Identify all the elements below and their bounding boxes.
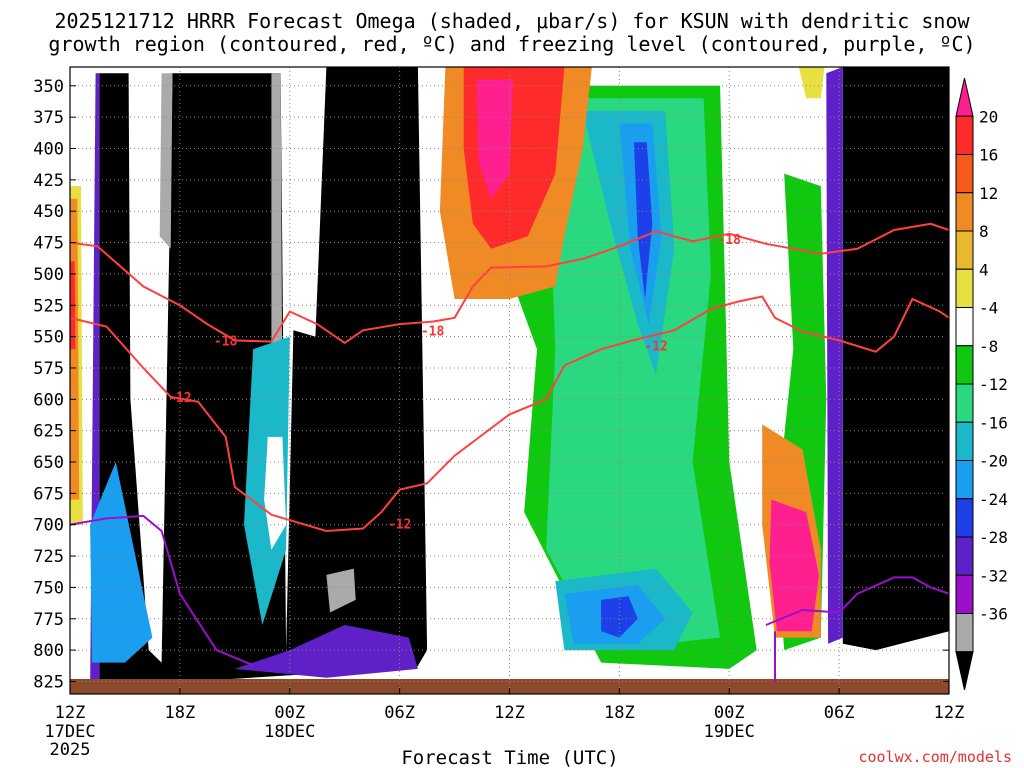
y-tick-label-775: 775 bbox=[33, 610, 64, 630]
colorbar-label-9: -20 bbox=[979, 452, 1008, 471]
freezing-contour-0 bbox=[70, 514, 254, 667]
dgz-contour-1 bbox=[432, 222, 949, 323]
dgz-label-0: -18 bbox=[214, 334, 238, 349]
colorbar-label-0: 20 bbox=[979, 107, 998, 126]
x-tick-label-12: 00Z bbox=[274, 703, 305, 723]
chart-title-line2: growth region (contoured, red, ºC) and f… bbox=[48, 32, 975, 56]
colorbar-swatch-6 bbox=[955, 307, 974, 347]
y-tick-label-475: 475 bbox=[33, 234, 64, 254]
dgz-contour-3 bbox=[70, 295, 949, 533]
x-tick-label-24: 12Z bbox=[494, 703, 525, 723]
x-tick-label-0: 12Z bbox=[55, 703, 86, 723]
plot-area: -18 -18 -18 -12 -12 -12 bbox=[69, 66, 950, 695]
x-date-label-0: 17DEC bbox=[44, 722, 95, 742]
omega-region-pink-right bbox=[769, 499, 819, 632]
chart-title-line1: 2025121712 HRRR Forecast Omega (shaded, … bbox=[54, 9, 970, 33]
y-tick-label-725: 725 bbox=[33, 547, 64, 567]
colorbar-label-4: 4 bbox=[979, 260, 989, 279]
colorbar-label-6: -8 bbox=[979, 337, 998, 356]
omega-region-white-mid-1 bbox=[427, 248, 547, 600]
colorbar: 20 16 12 8 4 -4 -8 -12 -16 -20 -24 -28 -32 -36 bbox=[955, 77, 1008, 691]
x-year-label-0: 2025 bbox=[50, 740, 91, 760]
freezing-contour-1 bbox=[765, 576, 949, 626]
y-tick-label-550: 550 bbox=[33, 328, 64, 348]
y-tick-label-825: 825 bbox=[33, 672, 64, 692]
y-tick-label-425: 425 bbox=[33, 171, 64, 191]
omega-region-gray-2 bbox=[271, 73, 283, 400]
omega-region-gray-3 bbox=[326, 568, 356, 613]
y-tick-label-625: 625 bbox=[33, 422, 64, 442]
colorbar-swatch-15 bbox=[955, 651, 974, 691]
x-date-label-12: 18DEC bbox=[264, 722, 315, 742]
omega-region-black-2 bbox=[842, 67, 949, 651]
colorbar-label-7: -12 bbox=[979, 375, 1008, 394]
dgz-label-1: -18 bbox=[421, 324, 445, 339]
y-tick-label-350: 350 bbox=[33, 77, 64, 97]
colorbar-swatch-11 bbox=[955, 498, 974, 538]
colorbar-swatch-7 bbox=[955, 345, 974, 385]
y-tick-label-700: 700 bbox=[33, 516, 64, 536]
colorbar-label-13: -36 bbox=[979, 605, 1008, 624]
colorbar-swatch-1 bbox=[955, 115, 974, 155]
omega-region-yellow-top-right bbox=[798, 67, 825, 99]
colorbar-swatch-5 bbox=[955, 268, 974, 308]
omega-region-gray-1 bbox=[159, 73, 173, 249]
colorbar-swatch-3 bbox=[955, 192, 974, 232]
x-tick-label-36: 00Z bbox=[714, 703, 745, 723]
y-tick-label-400: 400 bbox=[33, 140, 64, 160]
x-tick-label-18: 06Z bbox=[384, 703, 415, 723]
colorbar-swatch-0 bbox=[955, 77, 974, 117]
dgz-label-5: -12 bbox=[644, 339, 667, 354]
colorbar-label-3: 8 bbox=[979, 222, 989, 241]
omega-region-purple-edge-right bbox=[826, 67, 843, 644]
y-tick-label-375: 375 bbox=[33, 108, 64, 128]
y-tick-label-675: 675 bbox=[33, 484, 64, 504]
y-tick-label-750: 750 bbox=[33, 578, 64, 598]
omega-region-purple-bottom bbox=[234, 625, 418, 678]
colorbar-label-8: -16 bbox=[979, 413, 1008, 432]
dgz-label-2: -18 bbox=[718, 233, 742, 248]
dgz-label-3: -12 bbox=[168, 391, 191, 406]
colorbar-swatch-12 bbox=[955, 536, 974, 576]
omega-region-deepblue-1 bbox=[634, 142, 653, 299]
omega-region-pink-top bbox=[476, 79, 514, 199]
colorbar-label-2: 12 bbox=[979, 184, 998, 203]
plot-content: -18 -18 -18 -12 -12 -12 bbox=[70, 67, 949, 694]
y-tick-label-500: 500 bbox=[33, 265, 64, 285]
y-tick-label-450: 450 bbox=[33, 202, 64, 222]
colorbar-swatch-2 bbox=[955, 154, 974, 194]
colorbar-swatch-8 bbox=[955, 383, 974, 423]
colorbar-swatch-10 bbox=[955, 460, 974, 500]
watermark-url: coolwx.com/models bbox=[858, 748, 1012, 766]
dgz-label-4: -12 bbox=[388, 517, 411, 532]
colorbar-swatch-13 bbox=[955, 574, 974, 614]
colorbar-label-11: -28 bbox=[979, 528, 1008, 547]
x-tick-label-6: 18Z bbox=[165, 703, 196, 723]
y-axis: 350 375 400 425 450 475 500 525 550 575 600 625 650 6… bbox=[33, 77, 949, 692]
y-tick-label-600: 600 bbox=[33, 390, 64, 410]
colorbar-label-5: -4 bbox=[979, 299, 998, 318]
x-tick-label-48: 12Z bbox=[934, 703, 965, 723]
colorbar-swatch-4 bbox=[955, 230, 974, 270]
omega-region-white-ring bbox=[264, 436, 287, 550]
x-date-label-36: 19DEC bbox=[704, 722, 755, 742]
y-tick-label-575: 575 bbox=[33, 359, 64, 379]
colorbar-label-10: -24 bbox=[979, 490, 1008, 509]
colorbar-swatch-14 bbox=[955, 613, 974, 653]
x-axis-label: Forecast Time (UTC) bbox=[401, 747, 618, 768]
y-tick-label-650: 650 bbox=[33, 453, 64, 473]
omega-region-deepblue-bottom bbox=[601, 596, 638, 638]
colorbar-label-1: 16 bbox=[979, 146, 998, 165]
colorbar-swatch-9 bbox=[955, 421, 974, 461]
colorbar-label-12: -32 bbox=[979, 566, 1008, 585]
x-tick-label-30: 18Z bbox=[604, 703, 635, 723]
y-tick-label-800: 800 bbox=[33, 641, 64, 661]
dgz-contour-0 bbox=[70, 241, 433, 345]
x-tick-label-42: 06Z bbox=[824, 703, 855, 723]
y-tick-label-525: 525 bbox=[33, 296, 64, 316]
omega-region-blue-left-bottom bbox=[90, 462, 153, 663]
